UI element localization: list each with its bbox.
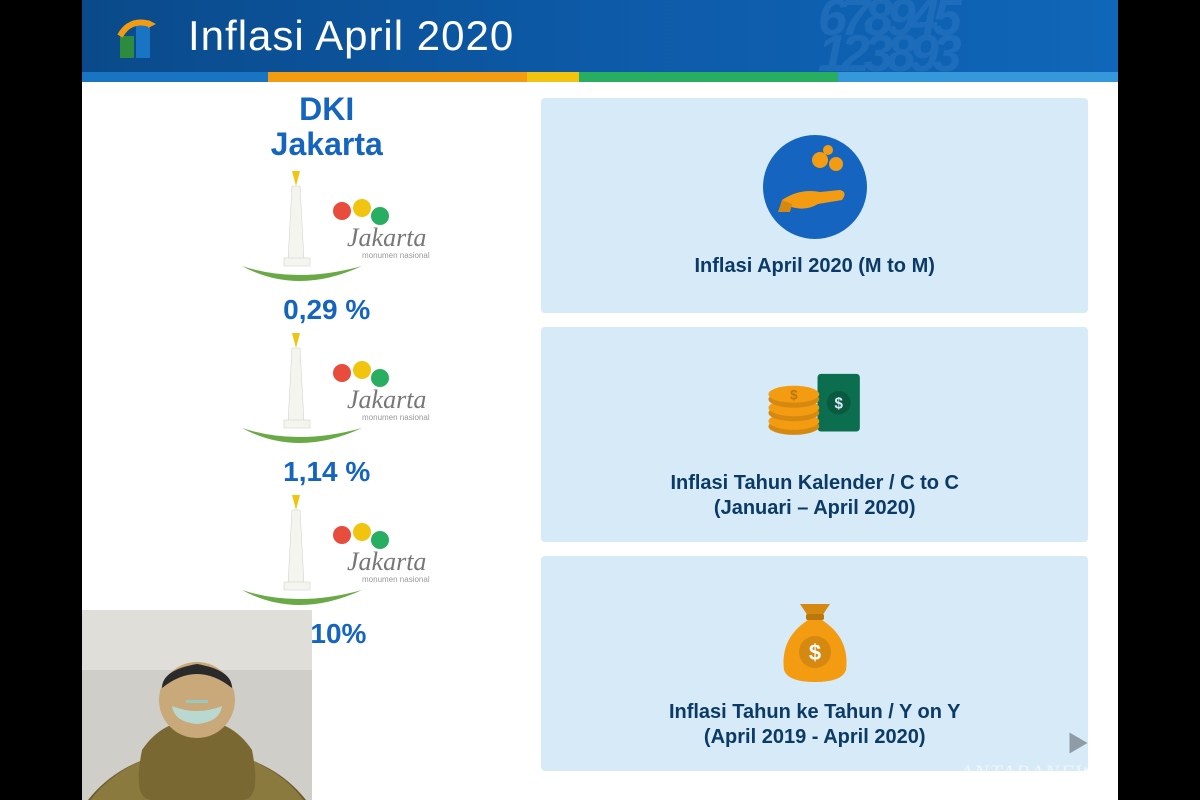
info-label-ctc: Inflasi Tahun Kalender / C to C (Januari…	[670, 471, 959, 521]
slide-title: Inflasi April 2020	[188, 12, 514, 60]
money-bag-icon: $	[760, 578, 870, 688]
svg-text:$: $	[790, 387, 798, 402]
jakarta-emblem-icon: Jakarta monumen nasional	[222, 328, 432, 458]
coins-cash-icon: $ $	[760, 349, 870, 459]
svg-text:monumen nasional: monumen nasional	[362, 575, 430, 584]
label-line: (April 2019 - April 2020)	[704, 726, 926, 748]
svg-text:$: $	[834, 396, 843, 413]
svg-text:monumen nasional: monumen nasional	[362, 413, 430, 422]
svg-text:$: $	[809, 640, 821, 665]
info-box-ctc: $ $ Inflasi Tahun Kalender / C to C (Jan…	[541, 327, 1088, 542]
stat-block-ctc: Jakarta monumen nasional 1,14 %	[222, 328, 432, 488]
label-line: Inflasi Tahun ke Tahun / Y on Y	[669, 701, 961, 723]
presenter-webcam	[82, 610, 312, 800]
stat-value-mtm: 0,29 %	[222, 294, 432, 326]
info-label-mtm: Inflasi April 2020 (M to M)	[695, 254, 935, 279]
header-decoration: 678945123893	[818, 0, 1118, 72]
region-line1: DKI	[299, 91, 354, 127]
svg-text:Jakarta: Jakarta	[347, 385, 426, 414]
svg-text:Jakarta: Jakarta	[347, 547, 426, 576]
label-line: Inflasi Tahun Kalender / C to C	[670, 472, 959, 494]
hand-coins-icon	[760, 132, 870, 242]
info-label-yoy: Inflasi Tahun ke Tahun / Y on Y (April 2…	[669, 700, 961, 750]
info-box-mtm: Inflasi April 2020 (M to M)	[541, 98, 1088, 313]
region-title: DKI Jakarta	[271, 92, 383, 162]
jakarta-emblem-icon: Jakarta monumen nasional	[222, 166, 432, 296]
jakarta-emblem-icon: Jakarta monumen nasional	[222, 490, 432, 620]
slide-header: Inflasi April 2020 678945123893	[82, 0, 1118, 72]
svg-text:monumen nasional: monumen nasional	[362, 251, 430, 260]
info-box-yoy: $ Inflasi Tahun ke Tahun / Y on Y (April…	[541, 556, 1088, 771]
svg-text:Jakarta: Jakarta	[347, 223, 426, 252]
accent-strip	[82, 72, 1118, 82]
stat-block-mtm: Jakarta monumen nasional 0,29 %	[222, 166, 432, 326]
stat-value-ctc: 1,14 %	[222, 456, 432, 488]
label-line: Inflasi April 2020 (M to M)	[695, 255, 935, 277]
watermark-text: ANTARANEWS	[960, 760, 1106, 786]
region-line2: Jakarta	[271, 126, 383, 162]
label-line: (Januari – April 2020)	[714, 497, 916, 519]
bps-logo-icon	[112, 10, 166, 62]
labels-column: Inflasi April 2020 (M to M) $	[541, 92, 1088, 800]
